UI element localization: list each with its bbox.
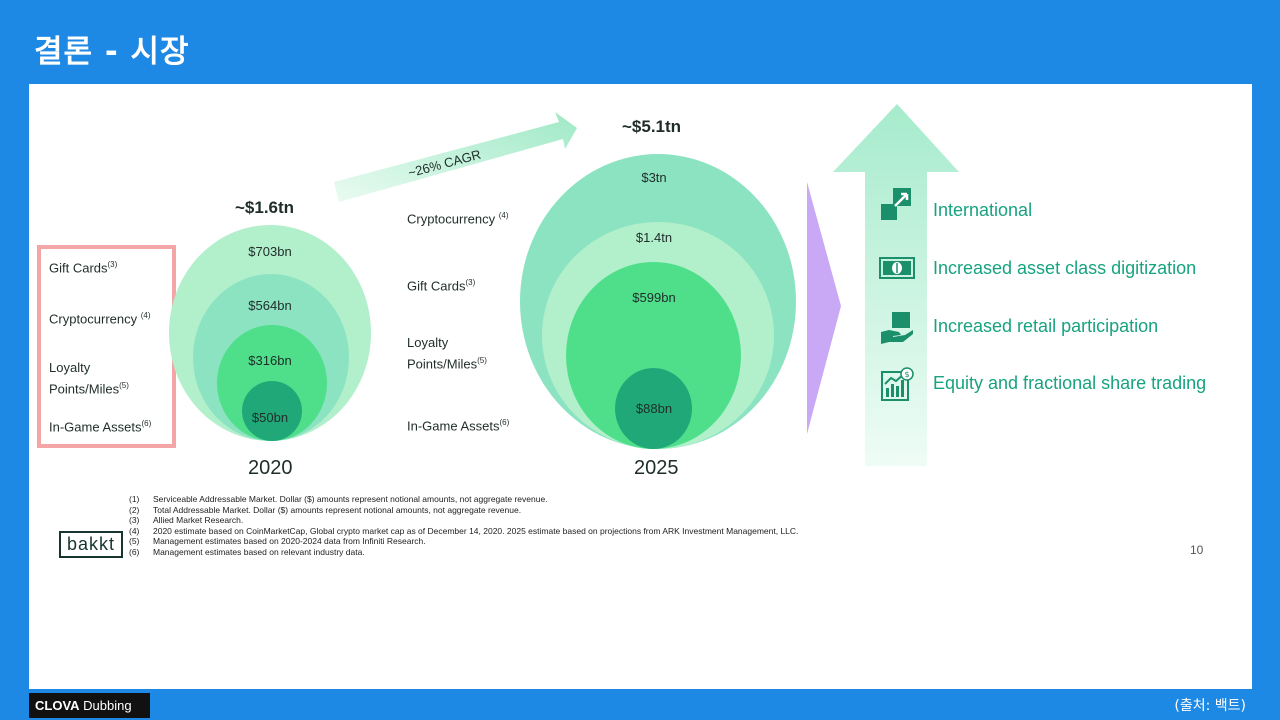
- footnotes: (1) Serviceable Addressable Market. Dolla…: [129, 494, 798, 557]
- growth-up-arrow: [833, 104, 959, 466]
- left-label-gift-cards: Gift Cards(3): [49, 260, 118, 276]
- value-2025-ingame: $88bn: [635, 401, 673, 416]
- left-label-in-game: In-Game Assets(6): [49, 419, 152, 435]
- source-label: (출처: 백트): [1174, 698, 1246, 714]
- circle-2025-inner: [615, 368, 692, 449]
- footnote: (5) Management estimates based on 2020-20…: [129, 536, 426, 546]
- year-2025: 2025: [634, 457, 679, 479]
- left-label-loyalty: Loyalty Points/Miles(5): [49, 360, 129, 397]
- svg-text:$: $: [904, 370, 909, 379]
- footnote: (4) 2020 estimate based on CoinMarketCap,…: [129, 525, 799, 536]
- driver-equity: Equity and fractional share trading: [933, 373, 1207, 393]
- mid-label-in-game: In-Game Assets(6): [407, 418, 510, 434]
- footnote: (2) Total Addressable Market. Dollar ($) …: [129, 504, 522, 515]
- expand-arrows-icon: [881, 188, 911, 220]
- value-2020-gift: $564bn: [248, 298, 292, 313]
- slide-title: 결론 - 시장: [34, 34, 190, 70]
- value-2025-gift: $1.4tn: [635, 230, 673, 245]
- clova-dubbing-watermark: CLOVA Dubbing: [29, 693, 150, 718]
- mid-label-loyalty: Loyalty Points/Miles(5): [407, 335, 487, 372]
- value-2025-loyalty: $599bn: [632, 290, 676, 305]
- value-2020-ingame: $50bn: [251, 410, 289, 425]
- hand-holding-icon: [881, 312, 913, 344]
- mid-label-cryptocurrency: Cryptocurrency (4): [407, 211, 509, 227]
- left-label-cryptocurrency: Cryptocurrency (4): [49, 311, 151, 327]
- value-2020-crypto: $703bn: [248, 244, 292, 259]
- footnote: (6) Management estimates based on relevan…: [129, 546, 365, 557]
- value-2025-crypto: $3tn: [641, 170, 667, 185]
- chevron-arrow: [807, 182, 841, 434]
- banknote-icon: [879, 257, 915, 279]
- bakkt-logo: bakkt: [59, 531, 123, 558]
- mid-label-gift-cards: Gift Cards(3): [407, 278, 476, 294]
- driver-retail: Increased retail participation: [933, 316, 1159, 336]
- stock-chart-icon: $: [881, 367, 914, 401]
- year-2020: 2020: [248, 457, 293, 479]
- value-2020-loyalty: $316bn: [248, 353, 292, 368]
- driver-international: International: [933, 200, 1033, 220]
- total-2020: ~$1.6tn: [235, 198, 295, 217]
- slide-content: Gift Cards(3) Cryptocurrency (4) Loyalty…: [29, 84, 1252, 689]
- footnote: (3) Allied Market Research.: [129, 515, 244, 525]
- driver-digitization: Increased asset class digitization: [933, 258, 1197, 278]
- total-2025: ~$5.1tn: [622, 117, 682, 136]
- footnote: (1) Serviceable Addressable Market. Dolla…: [129, 494, 548, 504]
- circle-2020-inner: [242, 381, 302, 441]
- page-number: 10: [1190, 543, 1204, 557]
- cagr-arrow: [334, 112, 577, 202]
